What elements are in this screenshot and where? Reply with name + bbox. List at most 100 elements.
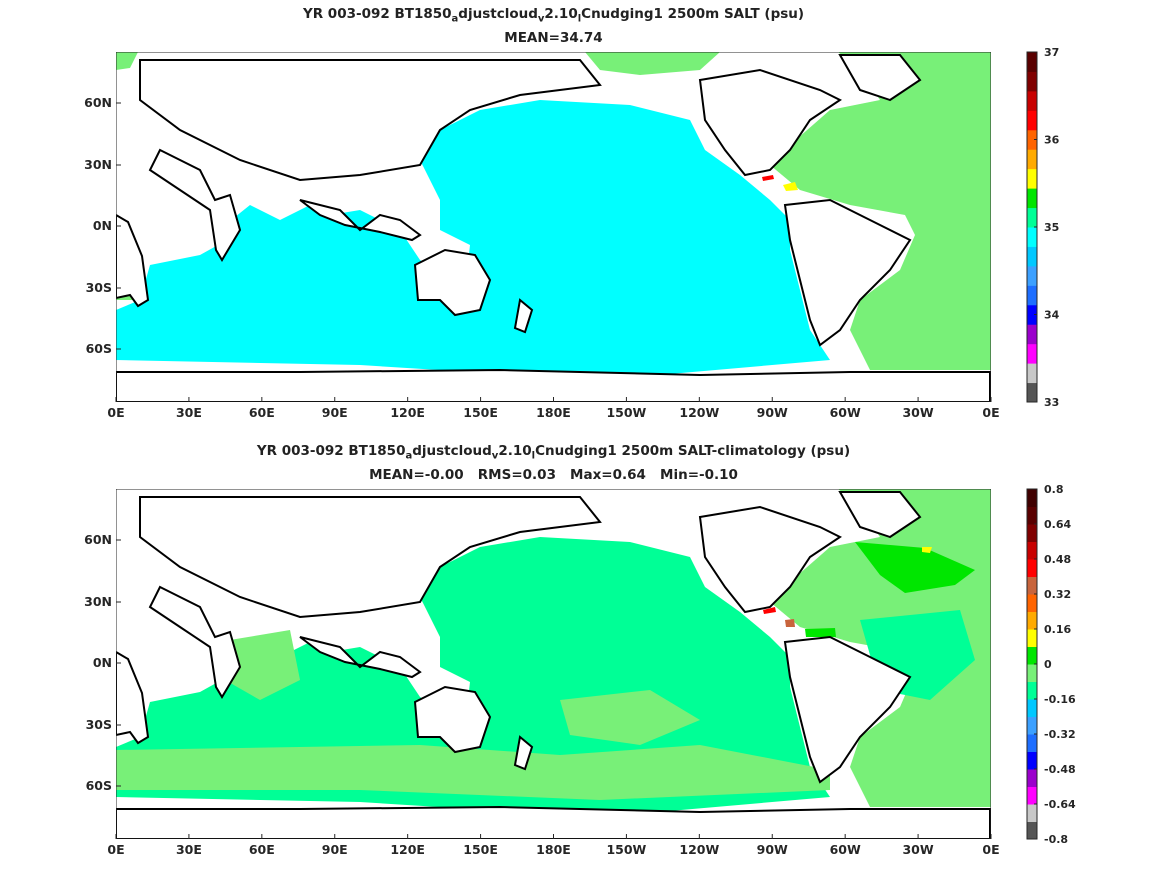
title-prefix: YR 003-092 BT1850 <box>302 6 452 22</box>
australia <box>413 248 492 317</box>
antarctica <box>116 368 991 402</box>
colorbar-swatch <box>1027 90 1037 111</box>
colorbar-swatch <box>1027 207 1037 228</box>
title-suffix: Cnudging1 2500m SALT-climatology (psu) <box>535 443 851 459</box>
y-tick-label: 0N <box>93 655 112 670</box>
y-tick-label: 0N <box>93 218 112 233</box>
colorbar-tick-label: 0.64 <box>1044 518 1071 531</box>
y-tick-label: 30S <box>86 717 112 732</box>
colorbar-tick-label: -0.16 <box>1044 693 1076 706</box>
antarctica <box>116 805 991 839</box>
colorbar-swatch <box>1027 304 1037 325</box>
colorbar-swatch <box>1027 52 1037 72</box>
colorbar-swatch <box>1027 110 1037 131</box>
colorbar-swatch <box>1027 646 1037 665</box>
colorbar-tick-label: -0.8 <box>1044 833 1068 846</box>
x-tick-label: 150W <box>606 405 646 420</box>
new-zealand <box>513 735 534 771</box>
x-tick-label: 30W <box>902 405 933 420</box>
x-tick-label: 120W <box>679 842 719 857</box>
southern-anomaly-band <box>116 745 830 800</box>
land <box>116 491 991 839</box>
colorbar-swatch <box>1027 382 1037 403</box>
title-sub: l <box>531 450 536 462</box>
colorbar-swatch <box>1027 227 1037 247</box>
colorbar-tick-label: -0.64 <box>1044 798 1076 811</box>
title-sub: a <box>451 13 459 25</box>
y-tick-label: 60N <box>84 532 112 547</box>
title-sub: v <box>491 450 499 462</box>
colorbar-swatch <box>1027 751 1037 770</box>
x-tick-label: 30E <box>176 405 202 420</box>
colorbar-tick-label: 37 <box>1044 46 1059 59</box>
x-tick-label: 180E <box>536 405 571 420</box>
arctic-strip <box>585 52 720 75</box>
colorbar-swatch <box>1027 786 1037 805</box>
x-tick-label: 60W <box>830 842 861 857</box>
x-tick-label: 0E <box>107 842 124 857</box>
colorbar-swatch <box>1027 524 1037 542</box>
colorbar-swatch <box>1027 576 1037 595</box>
x-tick-label: 120E <box>390 405 425 420</box>
colorbar-tick-label: 0.48 <box>1044 553 1071 566</box>
greenland <box>838 491 922 539</box>
pacific-south-patch <box>560 690 700 745</box>
title-sub: l <box>577 13 582 25</box>
colorbar-swatch <box>1027 246 1037 267</box>
gulf-of-mexico-orange-anomaly <box>785 619 795 627</box>
indian-anomaly-patch <box>225 630 300 700</box>
colorbar-swatch <box>1027 343 1037 364</box>
atlantic-ocean <box>770 52 991 370</box>
title-part: djustcloud <box>458 6 538 22</box>
x-tick-label: 0E <box>107 405 124 420</box>
x-tick-label: 120W <box>679 405 719 420</box>
colorbar-tick-label: 33 <box>1044 396 1059 409</box>
south-america <box>783 635 912 784</box>
colorbar-tick-label: 0.8 <box>1044 483 1064 496</box>
x-tick-label: 30W <box>902 842 933 857</box>
africa <box>116 650 150 745</box>
caribbean-anomaly <box>805 628 836 637</box>
labrador-yellow <box>922 547 932 553</box>
x-tick-label: 0E <box>982 842 999 857</box>
y-tick-label: 60S <box>86 341 112 356</box>
south-america <box>783 198 912 347</box>
colorbar-tick-label: -0.48 <box>1044 763 1076 776</box>
y-tick-label: 60N <box>84 95 112 110</box>
y-tick-label: 60S <box>86 778 112 793</box>
x-tick-label: 90E <box>322 842 348 857</box>
x-tick-label: 120E <box>390 842 425 857</box>
colorbar-swatch <box>1027 716 1037 735</box>
colorbar-swatch <box>1027 734 1037 752</box>
labrador-sea-anomaly <box>855 542 975 593</box>
north-america <box>698 505 842 614</box>
y-tick-label: 30N <box>84 594 112 609</box>
europe-asia-north <box>139 59 602 182</box>
x-tick-label: 30E <box>176 842 202 857</box>
colorbar-swatch <box>1027 821 1037 840</box>
x-tick-label: 180E <box>536 842 571 857</box>
title-sub: v <box>537 13 545 25</box>
bottom-chart-stats: MEAN=-0.00 RMS=0.03 Max=0.64 Min=-0.10 <box>369 467 738 483</box>
title-part: 2.10 <box>498 443 532 459</box>
colorbar-swatch <box>1027 629 1037 647</box>
colorbar-swatch <box>1027 611 1037 630</box>
colorbar-swatch <box>1027 168 1037 189</box>
title-sub: a <box>405 450 413 462</box>
colorbar-layer: 33 34 35 36 37 -0.8 -0.64 -0.48 -0.32 -0.16 0 0.16 0… <box>1026 46 1076 846</box>
colorbar-tick-label: 0.32 <box>1044 588 1071 601</box>
axes-layer: 0E 30E 60E 90E 120E 150E 180E 150W 120W 90W 60W 30W… <box>84 95 999 857</box>
colorbar-swatch <box>1027 324 1037 345</box>
colorbar-swatch <box>1027 699 1037 717</box>
colorbar-swatch <box>1027 489 1037 507</box>
x-tick-label: 90W <box>757 405 788 420</box>
colorbar-swatch <box>1027 541 1037 560</box>
europe-asia-north <box>139 496 602 619</box>
colorbar-swatch <box>1027 265 1037 286</box>
x-tick-label: 0E <box>982 405 999 420</box>
pacific-ocean <box>116 100 830 380</box>
new-zealand <box>513 298 534 334</box>
x-tick-label: 90W <box>757 842 788 857</box>
africa <box>116 213 150 308</box>
colorbar-swatch <box>1027 769 1037 787</box>
